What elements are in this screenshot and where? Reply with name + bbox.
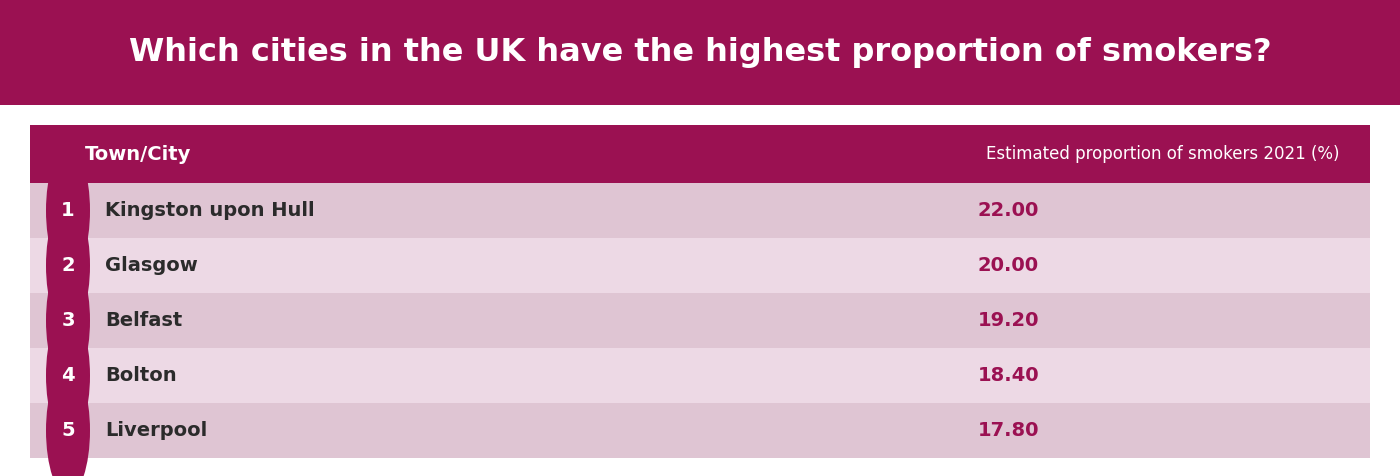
FancyBboxPatch shape [29,125,1371,183]
Text: 20.00: 20.00 [977,256,1039,275]
Ellipse shape [46,201,90,330]
Text: Town/City: Town/City [85,145,192,163]
Text: Kingston upon Hull: Kingston upon Hull [105,201,315,220]
Text: 4: 4 [62,366,74,385]
Text: 17.80: 17.80 [977,421,1039,440]
Text: 3: 3 [62,311,74,330]
Text: Estimated proportion of smokers 2021 (%): Estimated proportion of smokers 2021 (%) [987,145,1340,163]
FancyBboxPatch shape [29,403,1371,458]
Text: Glasgow: Glasgow [105,256,197,275]
Ellipse shape [46,311,90,440]
Text: Liverpool: Liverpool [105,421,207,440]
Ellipse shape [46,256,90,385]
Text: Bolton: Bolton [105,366,176,385]
FancyBboxPatch shape [29,348,1371,403]
Ellipse shape [46,366,90,476]
Text: 19.20: 19.20 [977,311,1039,330]
Text: 2: 2 [62,256,74,275]
FancyBboxPatch shape [29,238,1371,293]
Text: 1: 1 [62,201,74,220]
Text: Which cities in the UK have the highest proportion of smokers?: Which cities in the UK have the highest … [129,37,1271,68]
Text: 5: 5 [62,421,74,440]
FancyBboxPatch shape [29,293,1371,348]
FancyBboxPatch shape [29,183,1371,238]
Text: 22.00: 22.00 [977,201,1039,220]
Text: Belfast: Belfast [105,311,182,330]
FancyBboxPatch shape [0,0,1400,105]
Ellipse shape [46,146,90,275]
Text: 18.40: 18.40 [977,366,1039,385]
